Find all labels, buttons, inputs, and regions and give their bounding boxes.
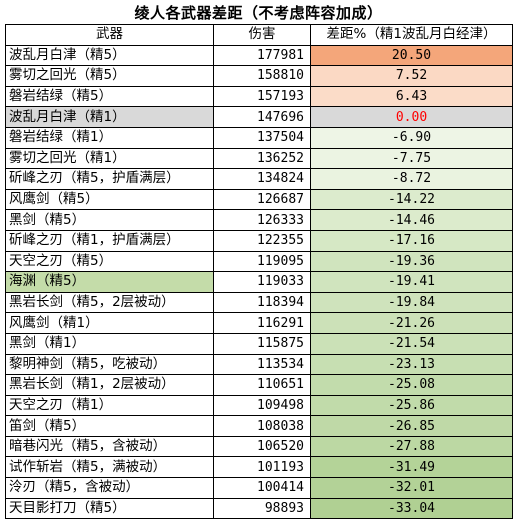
header-diff-percent[interactable]: 差距%（精1波乱月白经津） bbox=[310, 24, 513, 46]
damage-cell[interactable]: 134824 bbox=[213, 168, 311, 190]
damage-cell[interactable]: 147696 bbox=[213, 106, 311, 128]
diff-percent-cell[interactable]: -25.08 bbox=[310, 374, 513, 396]
weapon-cell[interactable]: 天空之刃（精1） bbox=[5, 394, 214, 417]
weapon-cell[interactable]: 黑剑（精1） bbox=[5, 332, 214, 355]
table-row: 天空之刃（精5） 119095 -19.36 bbox=[5, 250, 513, 273]
damage-cell[interactable]: 119033 bbox=[213, 271, 311, 293]
diff-percent-cell[interactable]: -19.41 bbox=[310, 271, 513, 293]
weapon-damage-table: 武器 伤害 差距%（精1波乱月白经津） 波乱月白津（精5） 177981 20.50… bbox=[5, 24, 513, 519]
weapon-cell[interactable]: 笛剑（精5） bbox=[5, 415, 214, 437]
damage-cell[interactable]: 126687 bbox=[213, 188, 311, 211]
diff-percent-cell[interactable]: -8.72 bbox=[310, 168, 513, 190]
damage-cell[interactable]: 110651 bbox=[213, 374, 311, 396]
weapon-cell[interactable]: 斫峰之刃（精5，护盾满层） bbox=[5, 168, 214, 190]
weapon-cell[interactable]: 暗巷闪光（精5，含被动） bbox=[5, 435, 214, 458]
diff-percent-cell[interactable]: -32.01 bbox=[310, 477, 513, 499]
table-row: 黑剑（精1） 115875 -21.54 bbox=[5, 332, 513, 355]
damage-cell[interactable]: 109498 bbox=[213, 394, 311, 417]
diff-percent-cell[interactable]: -26.85 bbox=[310, 415, 513, 437]
spreadsheet: 绫人各武器差距（不考虑阵容加成） 武器 伤害 差距%（精1波乱月白经津） 波乱月… bbox=[5, 2, 513, 519]
weapon-cell[interactable]: 磐岩结绿（精5） bbox=[5, 85, 214, 108]
weapon-cell[interactable]: 斫峰之刃（精1，护盾满层） bbox=[5, 229, 214, 252]
table-row: 斫峰之刃（精1，护盾满层） 122355 -17.16 bbox=[5, 229, 513, 252]
damage-cell[interactable]: 115875 bbox=[213, 332, 311, 355]
weapon-cell[interactable]: 天空之刃（精5） bbox=[5, 250, 214, 273]
damage-cell[interactable]: 106520 bbox=[213, 435, 311, 458]
table-row: 波乱月白津（精5） 177981 20.50 bbox=[5, 44, 513, 67]
table-row: 天空之刃（精1） 109498 -25.86 bbox=[5, 394, 513, 417]
diff-percent-cell[interactable]: -14.22 bbox=[310, 188, 513, 211]
damage-cell[interactable]: 177981 bbox=[213, 44, 311, 67]
diff-percent-cell[interactable]: -19.36 bbox=[310, 250, 513, 273]
weapon-cell[interactable]: 波乱月白津（精5） bbox=[5, 44, 214, 67]
weapon-cell[interactable]: 黑剑（精5） bbox=[5, 209, 214, 231]
damage-cell[interactable]: 118394 bbox=[213, 291, 311, 314]
table-row: 试作斩岩（精5，满被动） 101193 -31.49 bbox=[5, 456, 513, 479]
damage-cell[interactable]: 100414 bbox=[213, 477, 311, 499]
header-weapon[interactable]: 武器 bbox=[5, 24, 214, 46]
weapon-cell[interactable]: 风鹰剑（精1） bbox=[5, 312, 214, 334]
table-row: 笛剑（精5） 108038 -26.85 bbox=[5, 415, 513, 437]
table-row: 磐岩结绿（精1） 137504 -6.90 bbox=[5, 126, 513, 149]
diff-percent-cell[interactable]: -19.84 bbox=[310, 291, 513, 314]
damage-cell[interactable]: 101193 bbox=[213, 456, 311, 479]
damage-cell[interactable]: 98893 bbox=[213, 497, 311, 519]
damage-cell[interactable]: 119095 bbox=[213, 250, 311, 273]
diff-percent-cell[interactable]: -31.49 bbox=[310, 456, 513, 479]
table-row: 波乱月白津（精1） 147696 0.00 bbox=[5, 106, 513, 128]
table-row: 海渊（精5） 119033 -19.41 bbox=[5, 271, 513, 293]
damage-cell[interactable]: 122355 bbox=[213, 229, 311, 252]
table-row: 黑岩长剑（精5，2层被动） 118394 -19.84 bbox=[5, 291, 513, 314]
diff-percent-cell[interactable]: -23.13 bbox=[310, 353, 513, 376]
diff-percent-cell[interactable]: 0.00 bbox=[310, 106, 513, 128]
damage-cell[interactable]: 116291 bbox=[213, 312, 311, 334]
table-row: 黎明神剑（精5，吃被动） 113534 -23.13 bbox=[5, 353, 513, 376]
diff-percent-cell[interactable]: 7.52 bbox=[310, 65, 513, 87]
header-row: 武器 伤害 差距%（精1波乱月白经津） bbox=[5, 24, 513, 46]
table-title[interactable]: 绫人各武器差距（不考虑阵容加成） bbox=[134, 4, 383, 22]
table-row: 黑剑（精5） 126333 -14.46 bbox=[5, 209, 513, 231]
weapon-cell[interactable]: 黑岩长剑（精5，2层被动） bbox=[5, 291, 214, 314]
header-damage[interactable]: 伤害 bbox=[213, 24, 311, 46]
table-row: 天目影打刀（精5） 98893 -33.04 bbox=[5, 497, 513, 519]
table-row: 磐岩结绿（精5） 157193 6.43 bbox=[5, 85, 513, 108]
table-row: 斫峰之刃（精5，护盾满层） 134824 -8.72 bbox=[5, 168, 513, 190]
diff-percent-cell[interactable]: 6.43 bbox=[310, 85, 513, 108]
diff-percent-cell[interactable]: -21.54 bbox=[310, 332, 513, 355]
diff-percent-cell[interactable]: -27.88 bbox=[310, 435, 513, 458]
weapon-cell[interactable]: 黑岩长剑（精1，2层被动） bbox=[5, 374, 214, 396]
weapon-cell[interactable]: 波乱月白津（精1） bbox=[5, 106, 214, 128]
damage-cell[interactable]: 157193 bbox=[213, 85, 311, 108]
damage-cell[interactable]: 113534 bbox=[213, 353, 311, 376]
weapon-cell[interactable]: 海渊（精5） bbox=[5, 271, 214, 293]
weapon-cell[interactable]: 试作斩岩（精5，满被动） bbox=[5, 456, 214, 479]
weapon-cell[interactable]: 黎明神剑（精5，吃被动） bbox=[5, 353, 214, 376]
diff-percent-cell[interactable]: -6.90 bbox=[310, 126, 513, 149]
table-row: 泠刃（精5，含被动） 100414 -32.01 bbox=[5, 477, 513, 499]
table-row: 风鹰剑（精1） 116291 -21.26 bbox=[5, 312, 513, 334]
diff-percent-cell[interactable]: -7.75 bbox=[310, 147, 513, 170]
diff-percent-cell[interactable]: 20.50 bbox=[310, 44, 513, 67]
weapon-cell[interactable]: 泠刃（精5，含被动） bbox=[5, 477, 214, 499]
table-row: 风鹰剑（精5） 126687 -14.22 bbox=[5, 188, 513, 211]
damage-cell[interactable]: 158810 bbox=[213, 65, 311, 87]
diff-percent-cell[interactable]: -17.16 bbox=[310, 229, 513, 252]
weapon-cell[interactable]: 雾切之回光（精1） bbox=[5, 147, 214, 170]
diff-percent-cell[interactable]: -14.46 bbox=[310, 209, 513, 231]
table-row: 雾切之回光（精5） 158810 7.52 bbox=[5, 65, 513, 87]
diff-percent-cell[interactable]: -33.04 bbox=[310, 497, 513, 519]
table-row: 黑岩长剑（精1，2层被动） 110651 -25.08 bbox=[5, 374, 513, 396]
table-row: 雾切之回光（精1） 136252 -7.75 bbox=[5, 147, 513, 170]
weapon-cell[interactable]: 雾切之回光（精5） bbox=[5, 65, 214, 87]
damage-cell[interactable]: 137504 bbox=[213, 126, 311, 149]
damage-cell[interactable]: 108038 bbox=[213, 415, 311, 437]
diff-percent-cell[interactable]: -21.26 bbox=[310, 312, 513, 334]
diff-percent-cell[interactable]: -25.86 bbox=[310, 394, 513, 417]
table-row: 暗巷闪光（精5，含被动） 106520 -27.88 bbox=[5, 435, 513, 458]
weapon-cell[interactable]: 风鹰剑（精5） bbox=[5, 188, 214, 211]
damage-cell[interactable]: 136252 bbox=[213, 147, 311, 170]
weapon-cell[interactable]: 磐岩结绿（精1） bbox=[5, 126, 214, 149]
weapon-cell[interactable]: 天目影打刀（精5） bbox=[5, 497, 214, 519]
damage-cell[interactable]: 126333 bbox=[213, 209, 311, 231]
